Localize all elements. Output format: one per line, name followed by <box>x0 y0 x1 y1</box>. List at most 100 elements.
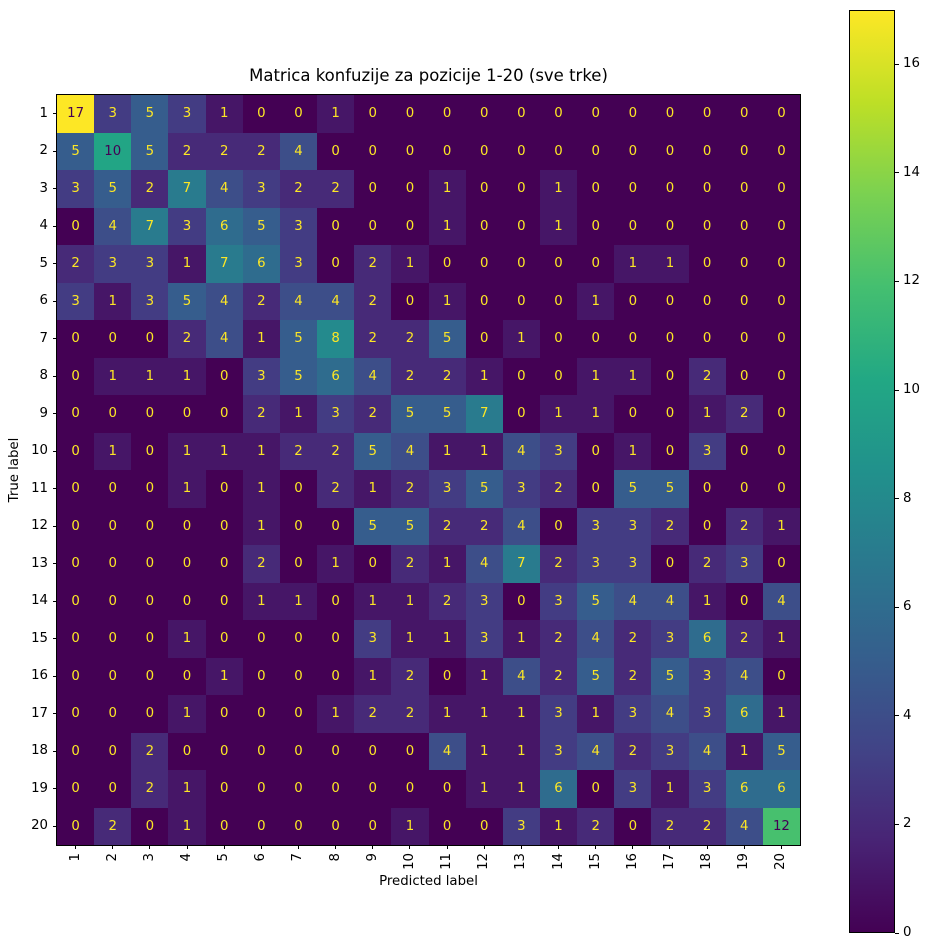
heatmap-cell: 2 <box>94 807 132 845</box>
heatmap-cell: 0 <box>242 807 280 845</box>
x-tick-label: 5 <box>216 853 232 862</box>
heatmap-cell: 0 <box>354 807 392 845</box>
heatmap-cell: 2 <box>317 470 355 508</box>
heatmap-cell: 2 <box>725 620 763 658</box>
heatmap-cell: 0 <box>577 320 615 358</box>
heatmap-cell: 0 <box>131 320 169 358</box>
heatmap-cell: 0 <box>94 320 132 358</box>
heatmap-cell: 0 <box>502 170 540 208</box>
heatmap-cell: 3 <box>242 170 280 208</box>
heatmap-cell: 3 <box>502 807 540 845</box>
heatmap-cell: 1 <box>688 582 726 620</box>
heatmap-cell: 5 <box>57 132 95 170</box>
heatmap-cell: 3 <box>57 170 95 208</box>
heatmap-cell: 2 <box>539 470 578 508</box>
heatmap-cell: 0 <box>651 132 689 170</box>
heatmap-cell: 2 <box>391 657 429 695</box>
heatmap-cell: 0 <box>354 207 392 245</box>
colorbar-tick-label: 2 <box>903 816 912 832</box>
heatmap-cell: 1 <box>354 582 392 620</box>
heatmap-cell: 0 <box>168 582 206 620</box>
heatmap-cell: 0 <box>279 507 318 545</box>
heatmap-cell: 0 <box>465 95 503 133</box>
heatmap-cell: 0 <box>94 470 132 508</box>
heatmap-cell: 2 <box>539 657 578 695</box>
heatmap-cell: 0 <box>725 170 763 208</box>
y-tick-mark <box>53 488 57 490</box>
heatmap-cell: 2 <box>688 807 726 845</box>
heatmap-cell: 12 <box>762 807 800 845</box>
y-tick-label: 11 <box>31 480 48 496</box>
heatmap-cell: 0 <box>688 282 726 320</box>
heatmap-cell: 2 <box>614 620 652 658</box>
heatmap-cell: 2 <box>131 170 169 208</box>
heatmap-cell: 0 <box>57 545 95 583</box>
y-tick-mark <box>53 638 57 640</box>
heatmap-cell: 1 <box>539 207 578 245</box>
heatmap-cell: 0 <box>354 545 392 583</box>
heatmap-cell: 0 <box>614 395 652 433</box>
colorbar-tick-mark <box>895 823 899 825</box>
y-tick-label: 6 <box>39 293 48 309</box>
heatmap-cell: 1 <box>391 620 429 658</box>
x-tick-mark <box>409 845 411 849</box>
heatmap-cell: 0 <box>465 207 503 245</box>
heatmap-cell: 1 <box>428 620 466 658</box>
heatmap-cell: 0 <box>168 395 206 433</box>
heatmap-cell: 1 <box>428 432 466 470</box>
heatmap-cell: 0 <box>428 245 466 283</box>
heatmap-cell: 0 <box>57 657 95 695</box>
heatmap-cell: 0 <box>57 395 95 433</box>
y-tick-label: 13 <box>31 555 48 571</box>
heatmap-cell: 0 <box>762 170 800 208</box>
heatmap-cell: 0 <box>168 732 206 770</box>
y-tick-label: 15 <box>31 630 48 646</box>
x-tick-mark <box>223 845 225 849</box>
heatmap-cell: 6 <box>317 357 355 395</box>
heatmap-cell: 3 <box>242 357 280 395</box>
heatmap-cell: 0 <box>205 357 243 395</box>
chart-title: Matrica konfuzije za pozicije 1-20 (sve … <box>249 66 608 85</box>
x-tick-label: 18 <box>699 853 715 870</box>
heatmap-cell: 0 <box>131 470 169 508</box>
heatmap-cell: 0 <box>279 620 318 658</box>
heatmap-cell: 0 <box>205 770 243 808</box>
heatmap-cell: 1 <box>539 170 578 208</box>
heatmap-cell: 1 <box>168 357 206 395</box>
y-tick-mark <box>53 788 57 790</box>
heatmap-cell: 1 <box>317 545 355 583</box>
heatmap-cell: 0 <box>317 507 355 545</box>
heatmap-cell: 0 <box>762 545 800 583</box>
heatmap-cell: 0 <box>688 207 726 245</box>
heatmap-cell: 4 <box>205 282 243 320</box>
heatmap-cell: 0 <box>205 620 243 658</box>
heatmap-cell: 3 <box>577 507 615 545</box>
heatmap-cell: 0 <box>651 282 689 320</box>
heatmap-cell: 0 <box>762 245 800 283</box>
x-tick-mark <box>112 845 114 849</box>
heatmap-cell: 1 <box>502 320 540 358</box>
heatmap-cell: 4 <box>502 432 540 470</box>
heatmap-cell: 0 <box>205 395 243 433</box>
heatmap-cell: 0 <box>279 470 318 508</box>
y-axis-label: True label <box>7 437 22 503</box>
heatmap-cell: 1 <box>502 770 540 808</box>
heatmap-cell: 0 <box>539 320 578 358</box>
heatmap-cell: 2 <box>725 395 763 433</box>
heatmap-cell: 4 <box>688 732 726 770</box>
heatmap-cell: 0 <box>539 245 578 283</box>
heatmap-cell: 0 <box>762 432 800 470</box>
colorbar-tick-label: 12 <box>903 273 920 289</box>
heatmap-cell: 1 <box>614 357 652 395</box>
heatmap-cell: 2 <box>242 132 280 170</box>
heatmap-cell: 2 <box>354 245 392 283</box>
heatmap-cell: 0 <box>94 620 132 658</box>
heatmap-cell: 0 <box>242 95 280 133</box>
heatmap-cell: 2 <box>614 657 652 695</box>
x-axis-label: Predicted label <box>379 874 478 889</box>
heatmap-cell: 4 <box>205 170 243 208</box>
y-tick-mark <box>53 113 57 115</box>
heatmap-cell: 6 <box>725 770 763 808</box>
heatmap-cell: 0 <box>614 320 652 358</box>
